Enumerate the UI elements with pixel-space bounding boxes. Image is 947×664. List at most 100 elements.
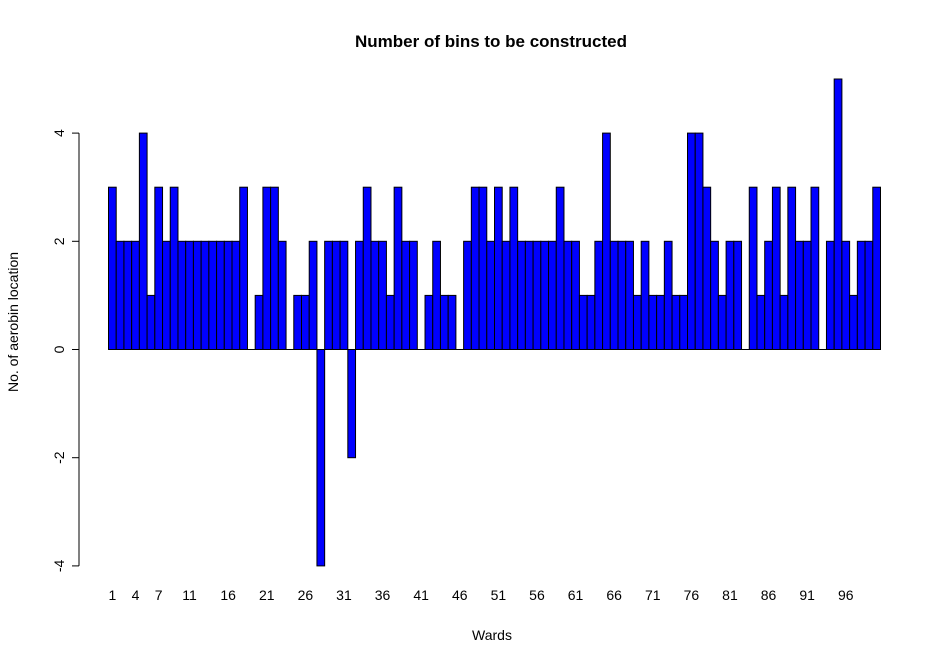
x-tick-label: 31 xyxy=(336,587,352,603)
x-tick-label: 41 xyxy=(413,587,429,603)
bar-ward-14 xyxy=(208,240,218,350)
bar-ward-9 xyxy=(169,186,179,350)
bar-ward-63 xyxy=(586,294,596,350)
x-tick-label: 21 xyxy=(259,587,275,603)
bar-ward-99 xyxy=(864,240,874,350)
bar-ward-61 xyxy=(571,240,580,350)
bar-ward-28 xyxy=(316,349,326,567)
bar-ward-100 xyxy=(872,186,882,350)
bar-ward-78 xyxy=(702,186,712,350)
bar-ward-39 xyxy=(401,240,411,350)
bar-ward-82 xyxy=(733,240,743,350)
bar-ward-68 xyxy=(625,240,634,350)
bar-ward-84 xyxy=(748,186,758,350)
bar-ward-53 xyxy=(509,186,519,350)
bar-ward-62 xyxy=(578,294,588,350)
x-tick-label: 71 xyxy=(645,587,661,603)
bar-ward-56 xyxy=(532,240,542,350)
bar-ward-49 xyxy=(478,186,488,350)
bar-ward-8 xyxy=(162,240,171,350)
bar-ward-74 xyxy=(671,294,681,350)
y-tick-label: 4 xyxy=(51,129,67,137)
bar-ward-23 xyxy=(277,240,287,350)
bar-ward-73 xyxy=(663,240,673,350)
bar-ward-75 xyxy=(679,294,689,350)
bars xyxy=(108,78,882,567)
bar-ward-71 xyxy=(648,294,658,350)
x-tick-label: 7 xyxy=(155,587,163,603)
bar-ward-13 xyxy=(200,240,210,350)
y-axis-label: No. of aerobin location xyxy=(5,252,21,392)
x-tick-label: 86 xyxy=(761,587,777,603)
bar-ward-29 xyxy=(324,240,333,350)
bar-ward-51 xyxy=(494,186,503,350)
bar-ward-80 xyxy=(717,294,727,350)
y-tick-label: -2 xyxy=(51,451,67,464)
x-axis-label: Wards xyxy=(472,627,512,643)
bar-ward-22 xyxy=(270,186,279,350)
bar-ward-57 xyxy=(540,240,550,350)
bar-ward-81 xyxy=(725,240,735,350)
bar-ward-11 xyxy=(185,240,194,350)
bar-ward-70 xyxy=(640,240,650,350)
bar-ward-76 xyxy=(687,132,696,350)
bar-ward-5 xyxy=(138,132,148,350)
bar-ward-88 xyxy=(779,294,789,350)
bar-ward-92 xyxy=(810,186,820,350)
bar-ward-40 xyxy=(409,240,418,350)
bar-ward-18 xyxy=(239,186,248,350)
x-tick-label: 51 xyxy=(491,587,507,603)
bar-ward-37 xyxy=(385,294,395,350)
bar-ward-89 xyxy=(787,186,797,350)
x-tick-label: 76 xyxy=(684,587,700,603)
chart-title: Number of bins to be constructed xyxy=(355,32,627,51)
bar-ward-67 xyxy=(617,240,627,350)
x-tick-label: 11 xyxy=(182,587,197,603)
bar-ward-31 xyxy=(339,240,349,350)
bar-ward-72 xyxy=(656,294,665,350)
x-tick-label: 56 xyxy=(529,587,545,603)
bar-ward-98 xyxy=(856,240,866,350)
bar-ward-21 xyxy=(262,186,272,350)
y-tick-label: 2 xyxy=(51,237,67,245)
bar-ward-64 xyxy=(594,240,604,350)
bar-ward-38 xyxy=(393,186,403,350)
bar-ward-43 xyxy=(432,240,441,350)
bar-ward-55 xyxy=(524,240,534,350)
bar-ward-3 xyxy=(123,240,133,350)
bar-ward-96 xyxy=(841,240,851,350)
bar-ward-27 xyxy=(308,240,318,350)
bar-ward-85 xyxy=(756,294,766,350)
x-tick-label: 91 xyxy=(799,587,815,603)
y-tick-label: 0 xyxy=(51,345,67,353)
bar-ward-34 xyxy=(362,186,372,350)
bar-ward-12 xyxy=(192,240,202,350)
bar-ward-47 xyxy=(463,240,472,350)
bar-ward-66 xyxy=(609,240,619,350)
bar-ward-79 xyxy=(710,240,719,350)
x-tick-label: 26 xyxy=(298,587,314,603)
x-tick-label: 46 xyxy=(452,587,468,603)
bar-ward-45 xyxy=(447,294,457,350)
bar-ward-16 xyxy=(223,240,233,350)
y-axis: -4 -2 0 2 4 xyxy=(51,129,80,572)
bar-ward-95 xyxy=(833,78,843,350)
bar-ward-42 xyxy=(424,294,434,350)
bar-ward-91 xyxy=(802,240,812,350)
x-tick-label: 61 xyxy=(568,587,584,603)
bar-ward-26 xyxy=(301,294,310,350)
bar-ward-86 xyxy=(764,240,773,350)
x-tick-label: 96 xyxy=(838,587,854,603)
bar-ward-48 xyxy=(470,186,480,350)
bar-ward-25 xyxy=(293,294,302,350)
bar-ward-94 xyxy=(825,240,835,350)
bar-ward-17 xyxy=(231,240,241,350)
bar-ward-58 xyxy=(548,240,557,350)
y-tick-label: -4 xyxy=(51,559,67,572)
bar-ward-59 xyxy=(555,186,565,350)
x-tick-label: 66 xyxy=(606,587,622,603)
x-tick-label: 4 xyxy=(132,587,140,603)
bar-ward-30 xyxy=(331,240,341,350)
bar-ward-60 xyxy=(563,240,573,350)
